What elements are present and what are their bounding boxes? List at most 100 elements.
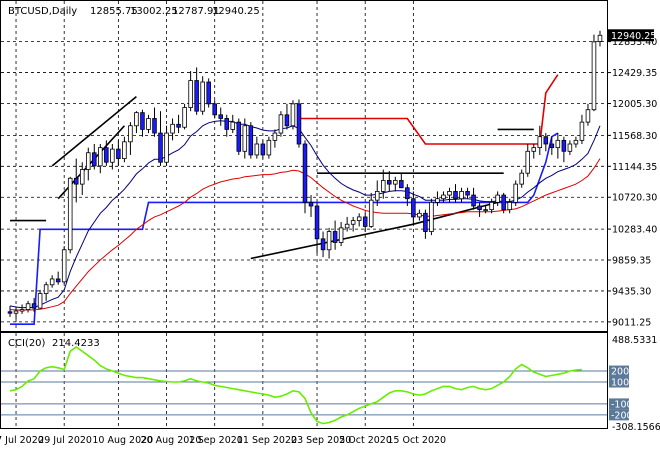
candle (543, 133, 549, 152)
bullish-candle-body (579, 121, 585, 141)
candle (489, 198, 494, 214)
candle (176, 114, 181, 134)
bearish-candle-body (224, 118, 230, 130)
candle (254, 136, 260, 159)
candle (134, 111, 139, 134)
bullish-candle-body (447, 191, 452, 196)
candle (284, 103, 290, 130)
x-tick-label: 17 Jul 2020 (0, 435, 44, 446)
candle (585, 103, 591, 126)
candle (501, 192, 506, 214)
candle (399, 173, 404, 189)
candle (302, 140, 308, 214)
candle (158, 111, 163, 166)
bullish-candle-body (519, 172, 524, 185)
candle (459, 187, 464, 203)
bearish-candle-body (296, 103, 302, 145)
bullish-candle-body (525, 150, 531, 174)
candle (477, 202, 482, 217)
bullish-candle-body (489, 201, 494, 211)
candle (314, 202, 320, 254)
y-tick-label: 10283.40 (612, 225, 657, 236)
cci-name-label: CCI(20) (8, 338, 46, 349)
candle (567, 140, 573, 155)
cci-tick-label: -100 (611, 399, 633, 410)
bearish-candle-body (423, 212, 428, 232)
bearish-candle-body (399, 180, 404, 189)
bullish-candle-body (537, 136, 543, 149)
bullish-candle-body (242, 125, 248, 152)
candle (447, 187, 452, 203)
bearish-candle-body (362, 216, 368, 227)
candle (194, 67, 199, 115)
bullish-candle-body (417, 212, 422, 218)
y-tick-label: 11568.30 (612, 131, 657, 142)
candle (429, 198, 434, 236)
bearish-candle-body (260, 143, 266, 156)
bullish-candle-body (230, 121, 236, 130)
cci-tick-label: -308.1566 (612, 422, 660, 433)
bearish-candle-body (411, 198, 416, 218)
candle (483, 206, 488, 214)
bearish-candle-body (549, 143, 555, 149)
cci-pane-frame (0, 332, 608, 429)
y-tick-label: 10720.30 (612, 193, 657, 204)
candle (140, 109, 145, 137)
bearish-candle-body (320, 238, 326, 251)
bearish-candle-body (308, 201, 314, 207)
bullish-candle-body (585, 109, 591, 123)
candle (308, 195, 314, 217)
bullish-candle-body (182, 107, 187, 128)
bullish-candle-body (429, 201, 434, 232)
candle (326, 227, 332, 259)
bullish-candle-body (531, 147, 537, 152)
y-tick-label: 12853.40 (612, 37, 657, 48)
cci-level-tag (609, 398, 629, 410)
candle (441, 191, 446, 203)
candle (164, 125, 169, 166)
candle (531, 144, 537, 159)
candles (7, 30, 603, 320)
bullish-candle-body (272, 132, 278, 141)
bearish-candle-body (453, 191, 458, 200)
bullish-candle-body (122, 141, 127, 159)
bearish-candle-body (31, 303, 37, 309)
current-price-label: 12940.25 (611, 31, 656, 42)
candle (555, 133, 561, 159)
bullish-candle-body (368, 199, 374, 227)
y-tick-label: 12005.30 (612, 99, 657, 110)
candle (67, 176, 73, 254)
cci-level-tag (609, 365, 629, 377)
candle (272, 129, 278, 148)
candle (230, 114, 236, 134)
candle (495, 191, 500, 206)
candle (380, 169, 386, 199)
candle (278, 111, 284, 137)
x-tick-label: 29 Jul 2020 (38, 435, 92, 446)
candle (61, 246, 67, 285)
candle (344, 216, 350, 232)
candle (465, 187, 470, 199)
cci-level-tag (609, 409, 629, 421)
bullish-candle-body (128, 125, 133, 143)
bullish-candle-body (200, 81, 205, 112)
bearish-candle-body (302, 143, 308, 203)
support-level-line (10, 132, 559, 326)
candle (405, 184, 410, 206)
bearish-candle-body (206, 81, 211, 105)
bearish-candle-body (561, 139, 567, 152)
bearish-candle-body (212, 103, 217, 116)
bullish-candle-body (19, 309, 25, 312)
bullish-candle-body (380, 180, 386, 192)
bullish-candle-body (350, 220, 356, 225)
bearish-candle-body (465, 191, 470, 196)
bearish-candle-body (73, 177, 79, 185)
bullish-candle-body (110, 148, 115, 163)
candle (519, 169, 524, 188)
candle (411, 191, 416, 225)
cci-tick-label: -200 (611, 410, 633, 421)
candle (200, 76, 205, 115)
bearish-candle-body (158, 132, 163, 163)
candle (368, 192, 374, 228)
bearish-candle-body (248, 125, 254, 156)
